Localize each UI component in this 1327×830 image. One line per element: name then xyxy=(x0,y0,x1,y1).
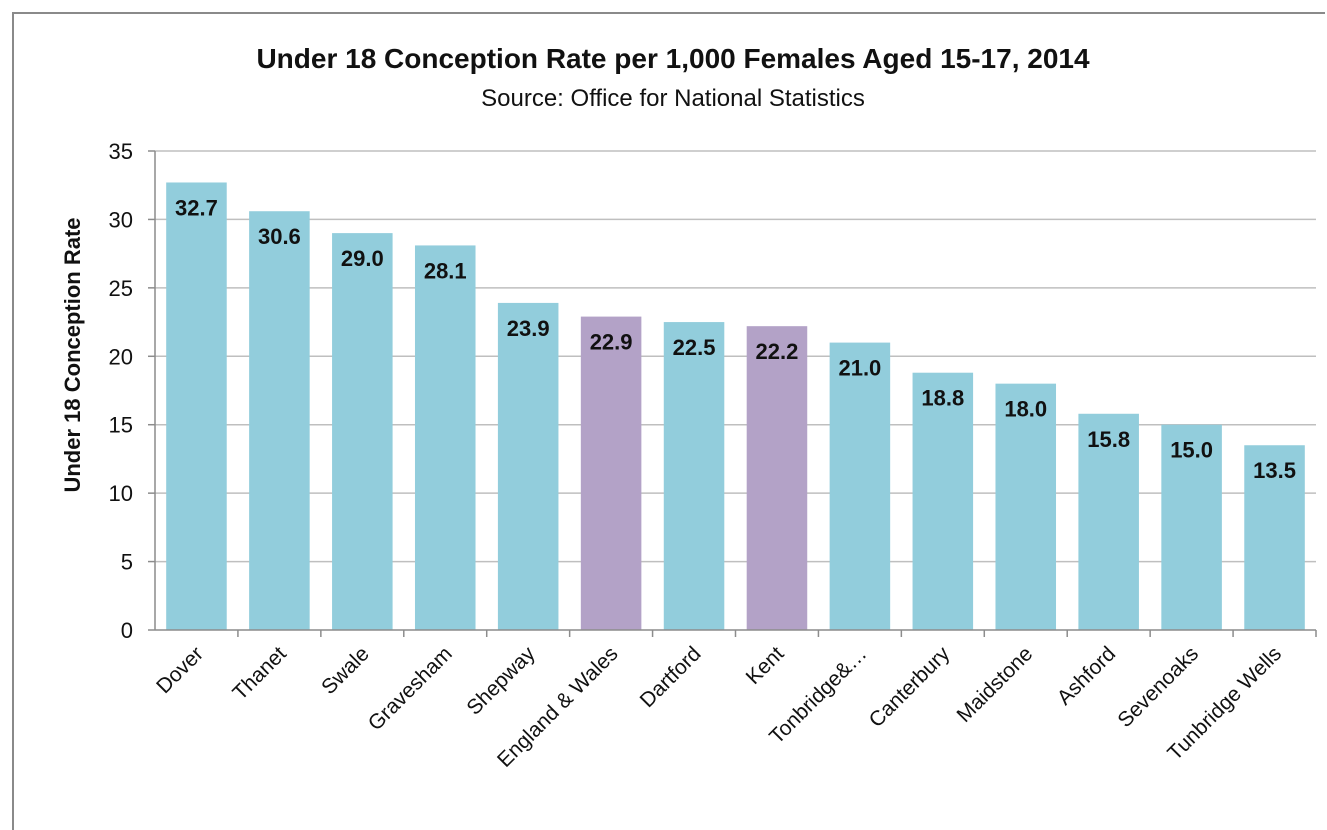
bar xyxy=(414,245,476,630)
bar xyxy=(663,322,725,630)
data-label: 29.0 xyxy=(341,246,384,271)
x-tick-label: Swale xyxy=(317,642,374,699)
bar xyxy=(332,233,393,630)
bar xyxy=(1244,445,1305,630)
y-tick-label: 20 xyxy=(109,344,133,369)
chart-subtitle: Source: Office for National Statistics xyxy=(481,85,865,112)
x-tick-label: Maidstone xyxy=(953,642,1038,727)
x-tick-label: Thanet xyxy=(228,642,291,705)
x-tick-label: Gravesham xyxy=(364,642,457,735)
bar xyxy=(746,326,808,630)
data-label: 13.5 xyxy=(1253,458,1296,483)
bars xyxy=(166,182,1305,630)
data-labels: 32.7 30.6 29.0 28.1 23.9 22.9 22.5 22.2 21.0 18.8… xyxy=(175,195,1296,483)
bar xyxy=(166,182,227,630)
x-tick-label: Canterbury xyxy=(865,642,955,732)
y-tick-label: 30 xyxy=(109,207,133,232)
y-tick-label: 10 xyxy=(109,481,133,506)
x-tick-label: Shepway xyxy=(462,642,540,720)
data-label: 22.9 xyxy=(590,330,633,355)
data-label: 18.0 xyxy=(1004,397,1047,422)
chart-frame xyxy=(12,12,1325,830)
y-tick-labels: 0 5 10 15 20 25 30 35 xyxy=(109,139,133,643)
axes xyxy=(148,150,1317,637)
x-tick-label: Dover xyxy=(152,642,208,698)
x-tick-label: Kent xyxy=(742,642,789,689)
x-tick-label: Dartford xyxy=(636,642,706,712)
bar xyxy=(829,342,891,630)
y-tick-label: 0 xyxy=(121,618,133,643)
y-tick-label: 35 xyxy=(109,139,133,164)
data-label: 28.1 xyxy=(424,258,467,283)
data-label: 18.8 xyxy=(921,386,964,411)
y-axis-label: Under 18 Conception Rate xyxy=(60,217,85,492)
chart-title: Under 18 Conception Rate per 1,000 Femal… xyxy=(256,43,1090,74)
data-label: 21.0 xyxy=(838,356,881,381)
bar xyxy=(1161,424,1222,630)
bar xyxy=(249,211,310,630)
bar xyxy=(1078,413,1139,630)
gridlines xyxy=(155,150,1316,563)
bar xyxy=(580,316,642,630)
data-label: 32.7 xyxy=(175,195,218,220)
x-tick-label: Ashford xyxy=(1053,642,1120,709)
bar xyxy=(912,372,974,630)
y-tick-label: 5 xyxy=(121,550,133,575)
data-label: 15.0 xyxy=(1170,438,1213,463)
data-label: 23.9 xyxy=(507,316,550,341)
data-label: 22.2 xyxy=(756,339,799,364)
y-tick-label: 25 xyxy=(109,276,133,301)
data-label: 22.5 xyxy=(673,335,716,360)
data-label: 30.6 xyxy=(258,224,301,249)
bar xyxy=(497,302,559,630)
data-label: 15.8 xyxy=(1087,427,1130,452)
bar xyxy=(995,383,1057,630)
x-tick-label: Sevenoaks xyxy=(1113,642,1203,732)
y-tick-label: 15 xyxy=(109,413,133,438)
